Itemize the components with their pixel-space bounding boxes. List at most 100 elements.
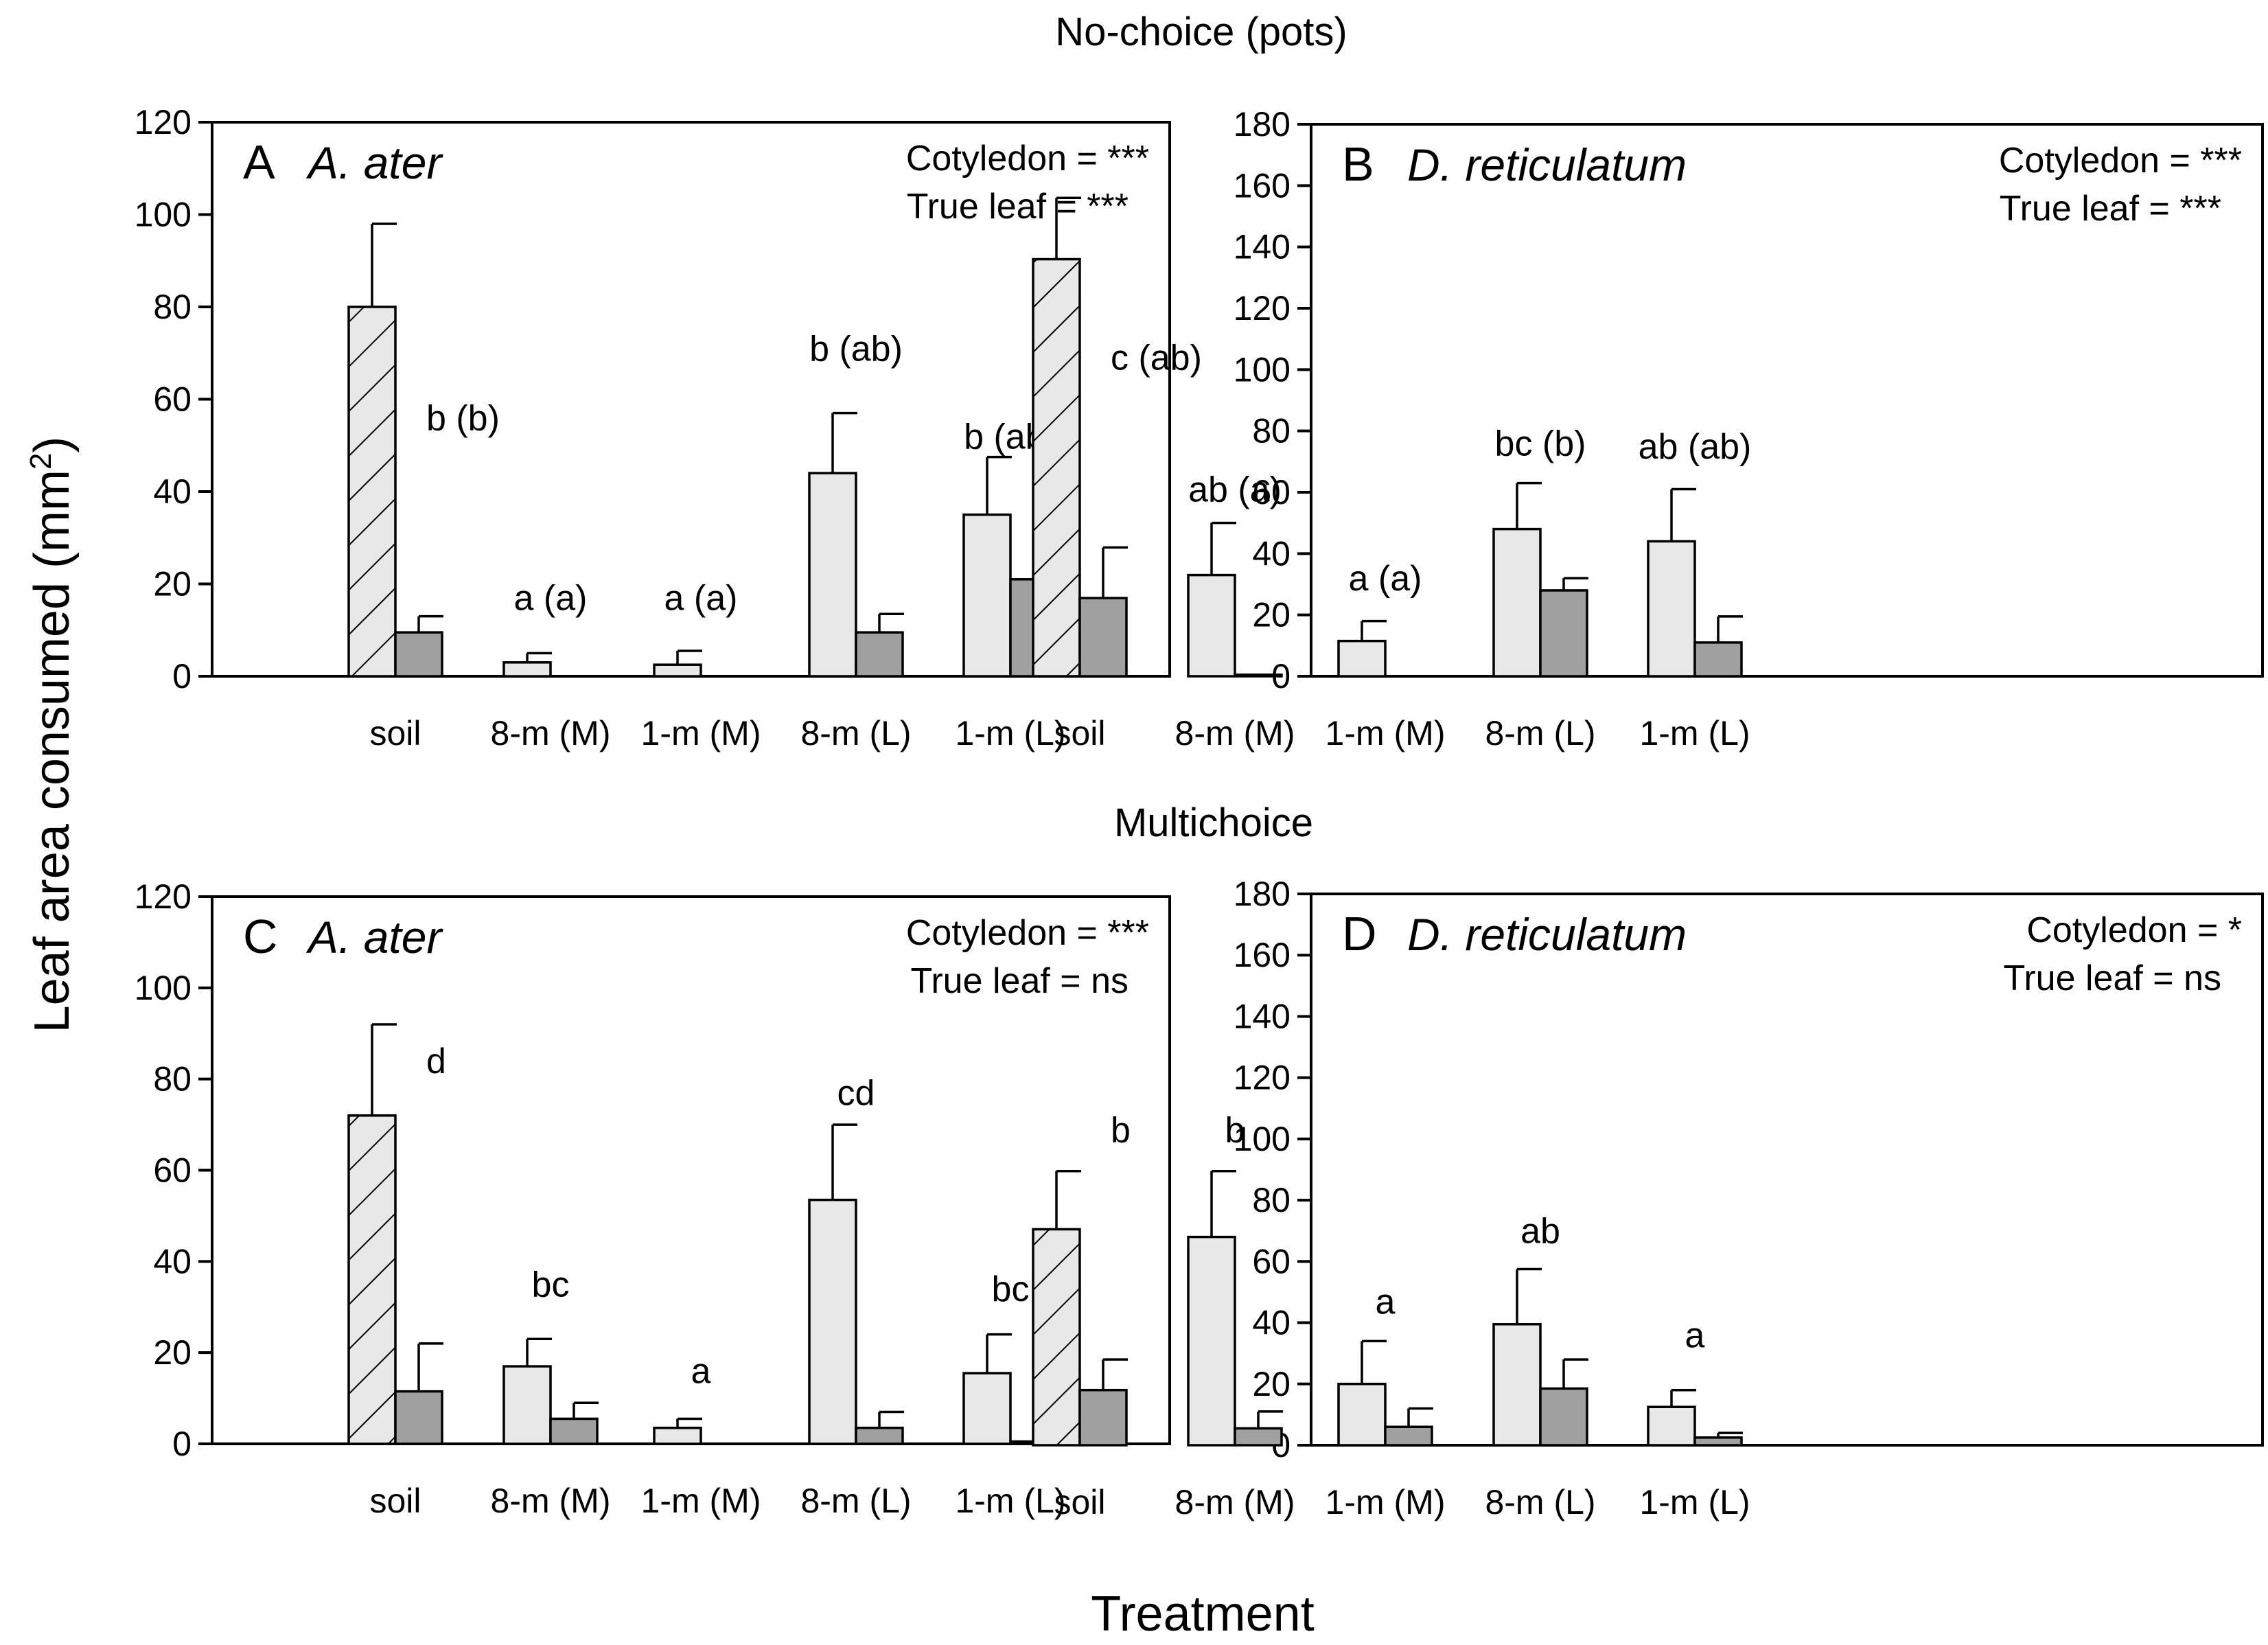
panel-a-group-letter: a (a) <box>514 579 588 619</box>
x-axis-title: Treatment <box>1091 1587 1314 1642</box>
panel-b-y-tick-label: 80 <box>1252 412 1291 450</box>
panel-b-category-label: 1-m (M) <box>1326 714 1446 752</box>
panel-c-y-tick-label: 80 <box>153 1060 192 1098</box>
panel-b-y-tick-label: 140 <box>1234 228 1291 266</box>
panel-c-y-tick-label: 0 <box>172 1425 192 1463</box>
panel-d-y-tick-label: 160 <box>1234 936 1291 974</box>
panel-a-species: A. ater <box>305 137 443 188</box>
panel-b-y-tick-label: 160 <box>1234 166 1291 205</box>
panel-d-bar-cotyledon <box>1187 1235 1236 1447</box>
panel-c-bar-true-leaf <box>549 1417 599 1445</box>
panel-a-bar-true-leaf <box>855 631 904 678</box>
panel-a-category-label: soil <box>369 714 421 752</box>
panel-a-category-label: 1-m (M) <box>641 714 761 752</box>
panel-c-sig-true-leaf: True leaf = ns <box>911 961 1129 1001</box>
panel-a-bar-cotyledon <box>502 661 552 678</box>
panel-d-group-letter: a <box>1376 1282 1396 1322</box>
panel-a-y-tick-label: 20 <box>153 565 192 603</box>
panel-c-category-label: 8-m (L) <box>800 1482 911 1520</box>
panel-b-category-label: soil <box>1054 714 1105 752</box>
panel-a-group-letter: b (ab) <box>809 330 903 369</box>
panel-a-group-letter: b (b) <box>426 398 500 438</box>
y-axis-title: Leaf area consumed (mm2) <box>24 437 80 1033</box>
panel-d-group-letter: a <box>1685 1315 1705 1355</box>
panel-a-y-tick-label: 0 <box>172 657 192 695</box>
panel-d-category-label: soil <box>1054 1483 1105 1521</box>
panel-a-y-tick-label: 60 <box>153 380 192 419</box>
panel-b: 020406080100120140160180BD. reticulatumC… <box>1032 105 2264 752</box>
panel-b-species: D. reticulatum <box>1407 139 1687 190</box>
panel-b-category-label: 8-m (M) <box>1175 714 1295 752</box>
panel-a-y-tick-label: 40 <box>153 472 192 511</box>
panel-d-category-label: 1-m (L) <box>1639 1483 1750 1521</box>
panel-d-bar-true-leaf <box>1539 1387 1588 1447</box>
section-title-no-choice: No-choice (pots) <box>1055 10 1347 54</box>
panel-d: 020406080100120140160180DD. reticulatumC… <box>1032 875 2264 1521</box>
panel-d-y-tick-label: 60 <box>1252 1242 1291 1280</box>
panel-b-category-label: 8-m (L) <box>1485 714 1595 752</box>
panel-b-y-tick-label: 40 <box>1252 534 1291 573</box>
panel-b-bar-cotyledon <box>1187 573 1236 678</box>
panel-c-y-tick-label: 60 <box>153 1151 192 1190</box>
panel-d-bar-cotyledon <box>1492 1323 1542 1447</box>
panel-a-sig-cotyledon: Cotyledon = *** <box>906 139 1149 179</box>
panel-a-bar-cotyledon <box>962 513 1012 678</box>
panel-b-bar-cotyledon <box>1032 257 1081 678</box>
panel-c-category-label: soil <box>369 1482 421 1520</box>
panel-b-bar-cotyledon <box>1492 527 1542 678</box>
panel-b-y-tick-label: 20 <box>1252 596 1291 634</box>
panel-d-species: D. reticulatum <box>1407 909 1687 960</box>
panel-d-bar-true-leaf <box>1693 1436 1743 1447</box>
panel-c-group-letter: a <box>691 1352 711 1392</box>
panel-b-sig-cotyledon: Cotyledon = *** <box>1999 141 2242 181</box>
panel-c-y-tick-label: 40 <box>153 1242 192 1280</box>
panel-b-group-letter: bc (b) <box>1495 424 1586 464</box>
panel-d-y-tick-label: 80 <box>1252 1181 1291 1219</box>
panel-d-y-tick-label: 40 <box>1252 1304 1291 1342</box>
panel-b-y-tick-label: 60 <box>1252 473 1291 511</box>
panel-c: 0 20 40 60 80 100 120 C A. ater Cotyledon = *** Tr… <box>135 877 1171 1520</box>
panel-c-bar-cotyledon <box>347 1114 397 1445</box>
section-title-multichoice: Multichoice <box>1114 801 1313 845</box>
panel-b-y-tick-label: 120 <box>1234 289 1291 327</box>
y-axis-title-superscript: 2 <box>24 453 58 470</box>
panel-c-bar-cotyledon <box>808 1198 857 1445</box>
panel-d-bar-true-leaf <box>1078 1388 1128 1447</box>
y-axis-title-end: ) <box>25 437 80 453</box>
panel-b-sig-true-leaf: True leaf = *** <box>2000 189 2221 229</box>
panel-d-bar-cotyledon <box>1647 1405 1696 1447</box>
panel-a-group-letter: a (a) <box>664 579 738 619</box>
panel-d-group-letter: b <box>1111 1111 1131 1151</box>
panel-c-category-label: 1-m (M) <box>641 1482 761 1520</box>
panel-c-group-letter: cd <box>837 1074 875 1114</box>
panel-c-bar-cotyledon <box>502 1365 552 1445</box>
panel-b-letter: B <box>1342 137 1374 191</box>
panel-b-group-letter: a (a) <box>1349 559 1422 599</box>
panel-d-sig-cotyledon: Cotyledon = * <box>2026 910 2242 950</box>
panel-d-y-tick-label: 20 <box>1252 1365 1291 1403</box>
panel-c-sig-cotyledon: Cotyledon = *** <box>906 913 1149 953</box>
panel-b-frame <box>1310 123 2264 678</box>
panel-d-bar-cotyledon <box>1337 1383 1387 1447</box>
panel-a-bar-cotyledon <box>808 472 857 678</box>
panel-b-bar-true-leaf <box>1693 641 1743 678</box>
y-axis-title-main: Leaf area consumed (mm <box>25 470 80 1033</box>
panel-a-bar-cotyledon <box>653 663 702 678</box>
panel-a-category-label: 8-m (L) <box>800 714 911 752</box>
panel-a-sig-true-leaf: True leaf = *** <box>907 187 1129 227</box>
panel-c-y-tick-label: 100 <box>135 969 192 1007</box>
panel-b-bar-true-leaf <box>1078 597 1128 678</box>
panel-d-y-tick-label: 100 <box>1234 1120 1291 1158</box>
panel-b-y-tick-label: 100 <box>1234 350 1291 389</box>
panel-a-category-label: 8-m (M) <box>491 714 611 752</box>
panel-c-bar-true-leaf <box>855 1427 904 1445</box>
panel-b-group-letter: c (ab) <box>1111 338 1202 378</box>
panel-d-bar-true-leaf <box>1384 1425 1433 1447</box>
panel-a: 0 20 40 60 80 100 120 A A. ater Cotyledon = *** Tr… <box>135 103 1171 752</box>
panel-a-y-tick-label: 80 <box>153 288 192 326</box>
panel-b-y-tick-label: 180 <box>1234 105 1291 143</box>
panel-d-letter: D <box>1342 907 1377 960</box>
panel-a-y-tick-label: 120 <box>135 103 192 141</box>
panel-d-category-label: 8-m (L) <box>1485 1483 1595 1521</box>
